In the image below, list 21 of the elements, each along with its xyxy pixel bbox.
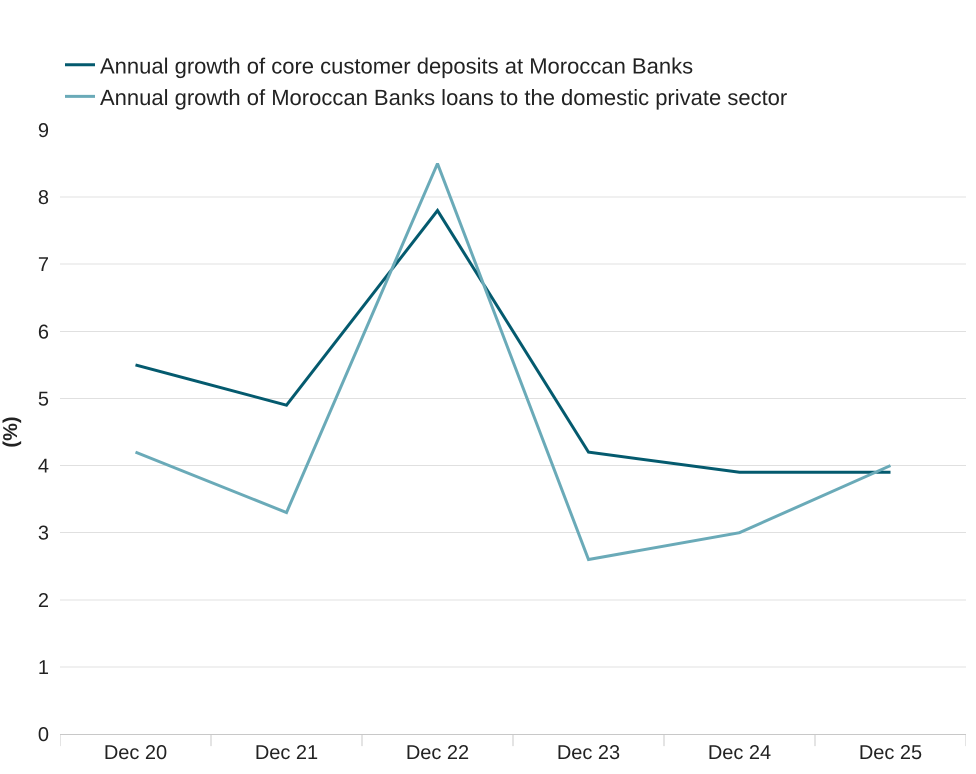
- x-tick-label: Dec 25: [858, 742, 922, 764]
- y-tick-label: 5: [38, 388, 49, 410]
- x-tick-label: Dec 22: [406, 742, 470, 764]
- y-tick-label: 7: [38, 254, 49, 276]
- line-series: [134, 162, 892, 562]
- x-tick-label: Dec 24: [708, 742, 772, 764]
- x-tick-label: Dec 21: [254, 742, 318, 764]
- y-tick-label: 8: [38, 187, 49, 210]
- y-tick-label: 0: [38, 724, 49, 746]
- legend-label: Annual growth of Moroccan Banks loans to the domestic private sector: [100, 84, 788, 110]
- y-tick-label: 6: [38, 321, 49, 344]
- y-axis-title: (%): [0, 416, 22, 448]
- y-tick-label: 2: [38, 590, 49, 612]
- x-tick-label: Dec 20: [104, 742, 168, 764]
- y-tick-label: 3: [38, 522, 49, 545]
- x-tick-label: Dec 23: [556, 742, 620, 764]
- y-tick-label: 4: [38, 456, 49, 478]
- y-tick-label: 9: [38, 120, 49, 142]
- y-tick-label: 1: [38, 656, 49, 679]
- legend-label: Annual growth of core customer deposits at Moroccan Banks: [100, 53, 694, 78]
- line-series: [134, 209, 892, 474]
